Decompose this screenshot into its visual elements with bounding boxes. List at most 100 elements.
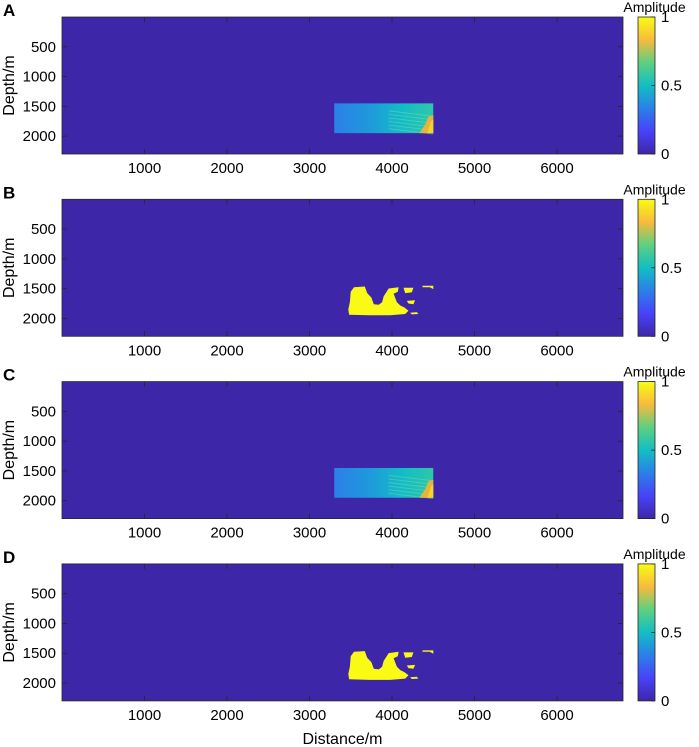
y-tick-label: 1000 [23, 69, 56, 86]
x-tick-label: 5000 [458, 160, 491, 177]
colorbar-tick-label: 1 [661, 556, 669, 573]
y-tick-label: 1000 [23, 251, 56, 268]
anomaly-strip [422, 650, 434, 654]
axes-frame [61, 16, 624, 155]
colorbar-label: Amplitude [623, 364, 685, 380]
x-tick-label: 3000 [293, 160, 326, 177]
x-tick-label: 1000 [128, 707, 161, 724]
anomaly-fragment [410, 312, 419, 315]
colorbar-label: Amplitude [623, 0, 685, 15]
anomaly-streak [388, 492, 434, 500]
colorbar-tick-label: 0.5 [661, 260, 682, 277]
plot-area [62, 199, 623, 337]
y-tick-label: 1500 [23, 281, 56, 298]
axes-frame [61, 198, 624, 337]
colorbar-tick-label: 0.5 [661, 78, 682, 95]
y-tick-label: 2000 [23, 310, 56, 327]
x-tick-label: 4000 [375, 342, 408, 359]
x-tick-label: 4000 [375, 525, 408, 542]
x-tick-label: 1000 [128, 525, 161, 542]
y-tick-label: 1500 [23, 98, 56, 115]
x-tick-label: 2000 [210, 525, 243, 542]
anomaly-blob [348, 651, 409, 680]
y-tick-label: 500 [31, 586, 56, 603]
x-tick-label: 6000 [540, 342, 573, 359]
y-tick-label: 500 [31, 221, 56, 238]
y-tick-label: 2000 [23, 493, 56, 510]
panel-label: C [3, 366, 15, 385]
x-tick-label: 2000 [210, 160, 243, 177]
x-tick-label: 5000 [458, 342, 491, 359]
anomaly-blob [348, 286, 409, 316]
anomaly-patch [403, 652, 414, 658]
x-tick-label: 1000 [128, 342, 161, 359]
y-tick-label: 2000 [23, 128, 56, 145]
colorbar-tick-label: 1 [661, 191, 669, 208]
colorbar-label: Amplitude [623, 546, 685, 562]
y-tick-label: 1500 [23, 645, 56, 662]
anomaly-streak [388, 113, 434, 121]
anomaly-hotspot-core [427, 484, 434, 498]
anomaly-fragment [406, 300, 416, 305]
colorbar-tick-label: 0 [661, 693, 669, 710]
y-axis-label: Depth/m [1, 420, 18, 480]
y-tick-label: 1500 [23, 463, 56, 480]
anomaly-hotspot-core [427, 119, 434, 134]
axes-frame [61, 563, 624, 702]
x-tick-label: 1000 [128, 160, 161, 177]
y-axis-label: Depth/m [1, 238, 18, 298]
x-tick-label: 6000 [540, 525, 573, 542]
y-tick-label: 500 [31, 403, 56, 420]
axes-frame [61, 381, 624, 520]
anomaly-streak [388, 110, 434, 117]
colorbar-label: Amplitude [623, 181, 685, 197]
anomaly-region [348, 650, 434, 680]
anomaly-streak [388, 482, 434, 489]
colorbar-tick-label: 0.5 [661, 624, 682, 641]
y-tick-label: 500 [31, 39, 56, 56]
anomaly-region [334, 467, 434, 500]
x-tick-label: 6000 [540, 707, 573, 724]
panel-a: 1000 2000 3000 4000 5000 6000 500 1000 1500 2000 D… [1, 0, 686, 177]
colorbar-tick-label: 0 [661, 328, 669, 345]
x-tick-label: 6000 [540, 160, 573, 177]
panel-label: B [3, 183, 15, 202]
panel-label: D [3, 548, 15, 567]
colorbar-tick-label: 1 [661, 374, 669, 391]
colorbar-tick-label: 0 [661, 511, 669, 528]
y-tick-label: 2000 [23, 675, 56, 692]
plot-area [62, 17, 623, 154]
anomaly-region [348, 285, 434, 316]
x-tick-label: 5000 [458, 525, 491, 542]
y-tick-label: 1000 [23, 615, 56, 632]
plot-area [62, 563, 623, 701]
x-tick-label: 4000 [375, 707, 408, 724]
y-axis-label: Depth/m [1, 602, 18, 662]
anomaly-region [334, 103, 434, 135]
anomaly-streak [388, 475, 434, 482]
anomaly-streak [388, 478, 434, 485]
colorbar-tick-label: 0 [661, 146, 669, 163]
x-tick-label: 3000 [293, 525, 326, 542]
panel-d: 1000 2000 3000 4000 5000 6000 500 1000 1500 2000 D… [1, 546, 686, 747]
y-tick-label: 1000 [23, 433, 56, 450]
panel-b: 1000 2000 3000 4000 5000 6000 500 1000 1500 2000 D… [1, 181, 686, 359]
panel-label: A [3, 1, 15, 20]
panel-c: 1000 2000 3000 4000 5000 6000 500 1000 1500 2000 D… [1, 364, 686, 542]
colorbar-tick-label: 1 [661, 9, 669, 26]
anomaly-patch [403, 287, 414, 294]
anomaly-fragment [406, 664, 416, 669]
x-tick-label: 3000 [293, 707, 326, 724]
x-axis-label: Distance/m [302, 731, 382, 747]
anomaly-strip [422, 285, 434, 290]
x-tick-label: 2000 [210, 342, 243, 359]
colorbar-tick-label: 0.5 [661, 442, 682, 459]
y-axis-label: Depth/m [1, 55, 18, 115]
x-tick-label: 5000 [458, 707, 491, 724]
x-tick-label: 2000 [210, 707, 243, 724]
